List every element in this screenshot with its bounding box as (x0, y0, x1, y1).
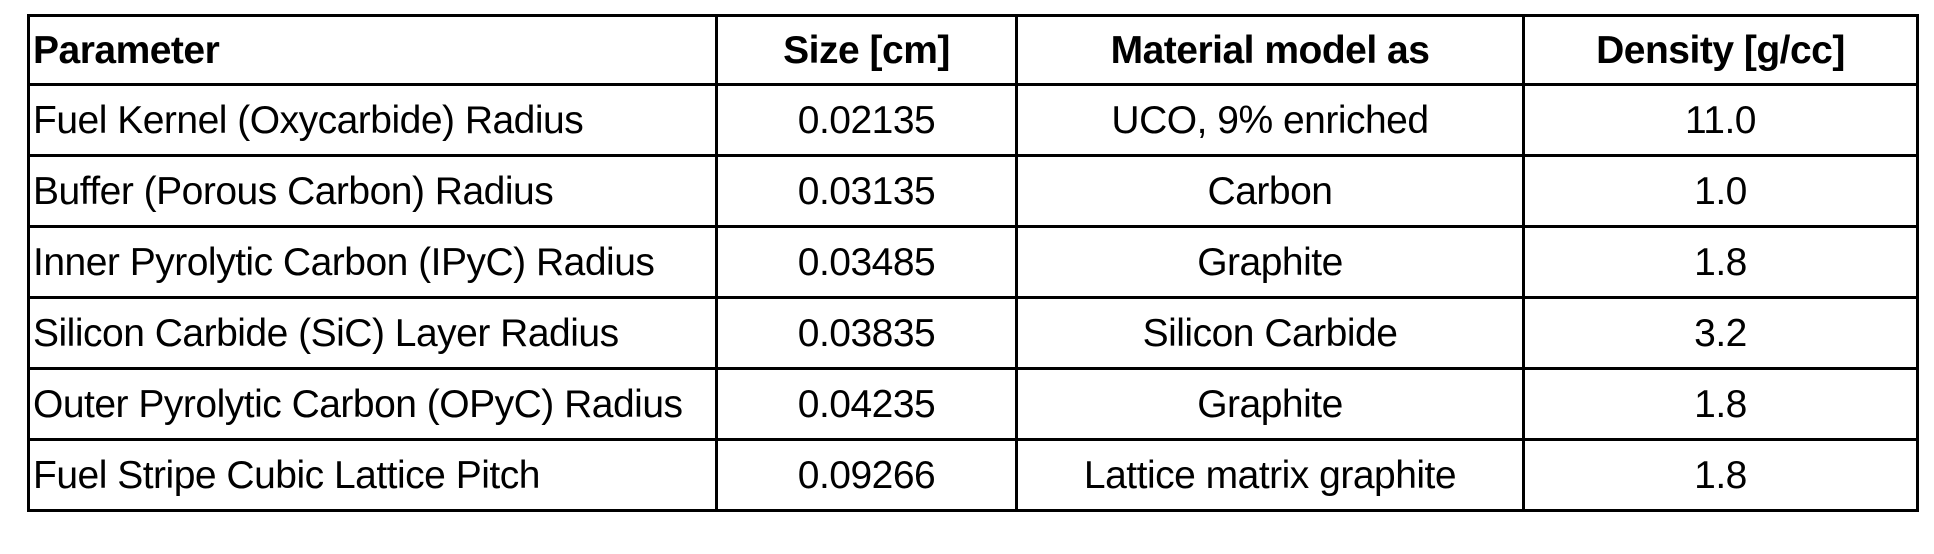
cell-parameter: Outer Pyrolytic Carbon (OPyC) Radius (27, 367, 718, 441)
cell-density: 1.8 (1522, 438, 1919, 512)
table-row: Buffer (Porous Carbon) Radius 0.03135 Ca… (27, 154, 1919, 228)
table-row: Silicon Carbide (SiC) Layer Radius 0.038… (27, 296, 1919, 370)
cell-size: 0.02135 (715, 83, 1018, 157)
table-row: Outer Pyrolytic Carbon (OPyC) Radius 0.0… (27, 367, 1919, 441)
cell-material: Silicon Carbide (1015, 296, 1525, 370)
column-header-size: Size [cm] (715, 14, 1018, 86)
cell-material: Graphite (1015, 225, 1525, 299)
column-header-parameter: Parameter (27, 14, 718, 86)
parameter-table: Parameter Size [cm] Material model as De… (27, 14, 1919, 512)
cell-density: 3.2 (1522, 296, 1919, 370)
table-row: Fuel Kernel (Oxycarbide) Radius 0.02135 … (27, 83, 1919, 157)
cell-density: 1.0 (1522, 154, 1919, 228)
cell-size: 0.04235 (715, 367, 1018, 441)
cell-density: 1.8 (1522, 367, 1919, 441)
table-row: Inner Pyrolytic Carbon (IPyC) Radius 0.0… (27, 225, 1919, 299)
cell-parameter: Fuel Kernel (Oxycarbide) Radius (27, 83, 718, 157)
table-row: Fuel Stripe Cubic Lattice Pitch 0.09266 … (27, 438, 1919, 512)
cell-size: 0.03135 (715, 154, 1018, 228)
cell-material: Lattice matrix graphite (1015, 438, 1525, 512)
cell-material: Carbon (1015, 154, 1525, 228)
cell-size: 0.03835 (715, 296, 1018, 370)
cell-parameter: Buffer (Porous Carbon) Radius (27, 154, 718, 228)
cell-parameter: Fuel Stripe Cubic Lattice Pitch (27, 438, 718, 512)
cell-size: 0.03485 (715, 225, 1018, 299)
column-header-density: Density [g/cc] (1522, 14, 1919, 86)
cell-density: 11.0 (1522, 83, 1919, 157)
cell-parameter: Silicon Carbide (SiC) Layer Radius (27, 296, 718, 370)
cell-size: 0.09266 (715, 438, 1018, 512)
cell-material: UCO, 9% enriched (1015, 83, 1525, 157)
cell-density: 1.8 (1522, 225, 1919, 299)
cell-material: Graphite (1015, 367, 1525, 441)
table-header-row: Parameter Size [cm] Material model as De… (27, 14, 1919, 86)
cell-parameter: Inner Pyrolytic Carbon (IPyC) Radius (27, 225, 718, 299)
column-header-material: Material model as (1015, 14, 1525, 86)
